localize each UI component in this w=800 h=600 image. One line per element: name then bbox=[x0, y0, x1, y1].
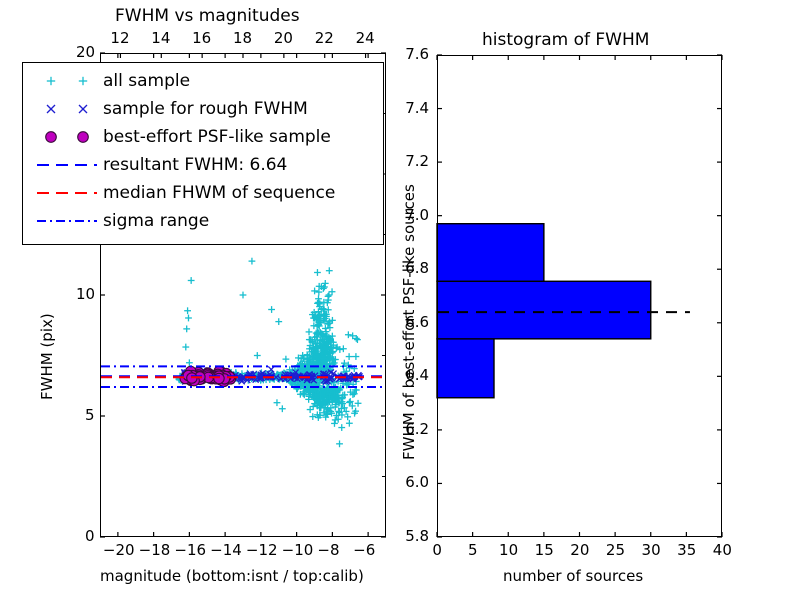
legend-item[interactable]: median FHWM of sequence bbox=[31, 179, 375, 207]
left-bottom-tick: −16 bbox=[174, 541, 207, 559]
left-top-tick: 14 bbox=[151, 29, 171, 47]
legend-cross-icon bbox=[31, 95, 103, 123]
legend-item-label: sample for rough FWHM bbox=[103, 99, 308, 119]
right-x-tick: 10 bbox=[499, 541, 519, 559]
reference-lines bbox=[101, 365, 385, 388]
left-y-tick: 10 bbox=[76, 285, 96, 303]
left-top-tick: 22 bbox=[314, 29, 334, 47]
legend-circle-icon bbox=[31, 123, 103, 151]
left-top-tick: 20 bbox=[273, 29, 293, 47]
histogram-bar bbox=[436, 222, 545, 282]
legend-box: all sample sample for rough FWHM best-effo… bbox=[22, 62, 384, 245]
legend-item[interactable]: resultant FWHM: 6.64 bbox=[31, 151, 375, 179]
left-bottom-tick: −18 bbox=[138, 541, 171, 559]
right-y-tick: 7.4 bbox=[405, 98, 430, 117]
right-x-tick: 30 bbox=[641, 541, 661, 559]
left-bottom-tick: −8 bbox=[317, 541, 340, 559]
left-bottom-tick: −6 bbox=[353, 541, 376, 559]
legend-item[interactable]: sample for rough FWHM bbox=[31, 95, 375, 123]
right-x-tick: 0 bbox=[432, 541, 442, 559]
right-y-tick: 7.2 bbox=[405, 152, 430, 171]
left-y-tick: 0 bbox=[85, 527, 95, 545]
right-x-tick: 40 bbox=[712, 541, 732, 559]
right-x-tick: 35 bbox=[677, 541, 697, 559]
right-plot-frame bbox=[437, 55, 722, 537]
right-y-tick: 6.8 bbox=[405, 259, 430, 278]
legend-plus-icon bbox=[31, 67, 103, 95]
legend-item[interactable]: all sample bbox=[31, 67, 375, 95]
legend-item-label: median FHWM of sequence bbox=[103, 183, 336, 203]
right-y-tick: 6.2 bbox=[405, 419, 430, 438]
right-y-tick: 6.0 bbox=[405, 473, 430, 492]
left-bottom-tick: −10 bbox=[281, 541, 314, 559]
legend-item[interactable]: best-effort PSF-like sample bbox=[31, 123, 375, 151]
left-top-tick: 12 bbox=[110, 29, 130, 47]
left-plot-title: FWHM vs magnitudes bbox=[115, 6, 300, 26]
legend-item-label: best-effort PSF-like sample bbox=[103, 127, 331, 147]
left-bottom-tick: −14 bbox=[210, 541, 242, 559]
legend-dashed-line-icon bbox=[31, 179, 103, 207]
legend-item-label: sigma range bbox=[103, 211, 210, 231]
right-x-tick: 5 bbox=[468, 541, 478, 559]
legend-item-label: all sample bbox=[103, 71, 191, 91]
right-y-tick: 5.8 bbox=[405, 527, 430, 545]
histogram-bars bbox=[436, 222, 652, 399]
right-y-tick: 7.0 bbox=[405, 205, 430, 224]
left-xaxis-title: magnitude (bottom:isnt / top:calib) bbox=[100, 567, 364, 585]
legend-item[interactable]: sigma range bbox=[31, 207, 375, 235]
right-x-tick: 20 bbox=[570, 541, 590, 559]
left-y-tick: 20 bbox=[76, 43, 96, 61]
left-top-tick: 24 bbox=[355, 29, 375, 47]
legend-dashed-line-icon bbox=[31, 151, 103, 179]
right-y-tick: 6.4 bbox=[405, 366, 430, 385]
right-x-tick: 25 bbox=[605, 541, 626, 559]
legend-item-label: resultant FWHM: 6.64 bbox=[103, 155, 288, 175]
right-xaxis-title: number of sources bbox=[503, 567, 644, 585]
left-bottom-tick: −12 bbox=[245, 541, 278, 559]
left-bottom-tick: −20 bbox=[102, 541, 135, 559]
left-top-tick: 16 bbox=[192, 29, 212, 47]
left-plot-frame bbox=[100, 53, 386, 537]
right-plot-title: histogram of FWHM bbox=[482, 30, 650, 50]
right-y-tick: 7.6 bbox=[405, 45, 430, 63]
right-y-tick: 6.6 bbox=[405, 312, 430, 331]
left-y-tick: 5 bbox=[85, 406, 95, 424]
right-x-tick: 15 bbox=[534, 541, 554, 559]
left-top-tick: 18 bbox=[233, 29, 253, 47]
